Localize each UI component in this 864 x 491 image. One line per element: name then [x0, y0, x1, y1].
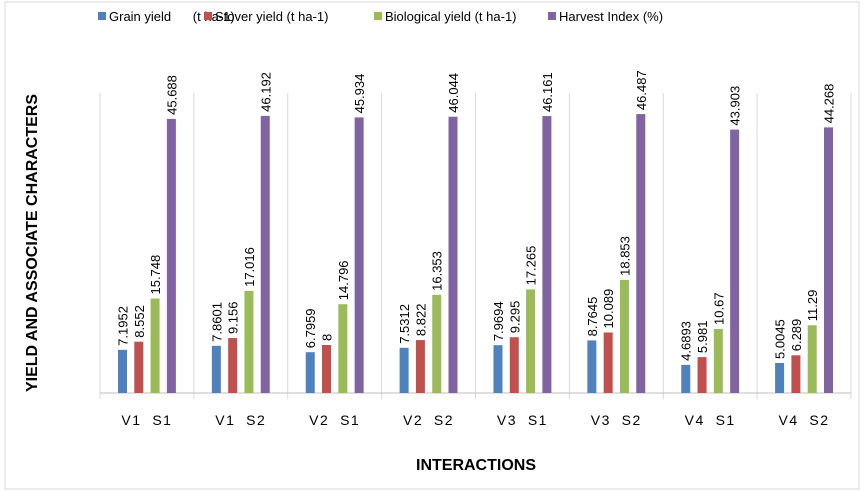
bar: [305, 352, 315, 393]
x-tick-label: V4 S2: [779, 412, 830, 428]
x-tick-label: V3 S1: [497, 412, 548, 428]
data-label: 46.192: [258, 72, 273, 112]
x-axis-title: INTERACTIONS: [416, 457, 536, 474]
x-tick-label: V2 S2: [403, 412, 454, 428]
data-label: 7.9694: [491, 301, 506, 341]
data-label: 10.67: [711, 292, 726, 325]
bar: [117, 349, 127, 393]
bar: [807, 325, 817, 393]
bar: [322, 345, 332, 393]
data-label: 46.044: [446, 73, 461, 113]
data-label: 17.016: [242, 247, 257, 287]
bar: [244, 290, 254, 393]
data-label: 9.295: [507, 301, 522, 334]
legend-swatch-1: [98, 12, 106, 20]
data-label: 9.156: [226, 302, 241, 335]
bar: [619, 279, 629, 393]
bar: [150, 298, 160, 393]
bar: [338, 304, 348, 393]
bar: [636, 114, 646, 393]
x-tick-labels: V1 S1 V1 S2 V2 S1 V2 S2 V3 S1 V3 S2 V4 S1 V4 S2: [121, 412, 830, 428]
bar: [399, 347, 409, 393]
legend-label-4: Harvest Index (%): [559, 9, 663, 24]
bar: [603, 332, 613, 393]
bar: [681, 364, 691, 393]
legend: Grain yield (t ha-1)Stover yield (t ha-1…: [98, 9, 663, 24]
data-label: 17.265: [524, 246, 539, 286]
bar: [134, 341, 144, 393]
legend-label-2: Stover yield (t ha-1): [215, 9, 328, 24]
data-label: 46.487: [634, 70, 649, 110]
data-label: 8.552: [132, 305, 147, 338]
legend-label-1: Grain yield (t ha-1): [109, 9, 235, 24]
x-tick-label: V3 S2: [591, 412, 642, 428]
data-label: 6.289: [789, 319, 804, 352]
bar: [228, 338, 238, 393]
bar: [775, 362, 785, 393]
bars: [117, 114, 834, 394]
legend-swatch-3: [374, 12, 382, 20]
bar: [354, 117, 364, 394]
data-label: 8: [320, 334, 335, 341]
bar: [697, 357, 707, 393]
data-label: 7.8601: [209, 302, 224, 342]
bar: [448, 116, 458, 394]
data-label: 16.353: [430, 251, 445, 291]
data-label: 45.688: [164, 75, 179, 115]
data-label: 11.29: [805, 290, 820, 322]
bar: [415, 340, 425, 393]
legend-swatch-4: [548, 12, 556, 20]
data-label: 15.748: [148, 255, 163, 295]
data-label: 5.0045: [773, 319, 788, 359]
bar: [713, 328, 723, 393]
bar: [526, 289, 536, 393]
data-label: 4.6893: [679, 321, 694, 361]
bar: [211, 345, 221, 393]
category-separators: [99, 93, 852, 399]
data-label: 8.822: [413, 304, 428, 337]
data-label: 6.7959: [303, 308, 318, 348]
data-label: 43.903: [728, 86, 743, 126]
data-label: 46.161: [540, 72, 555, 112]
chart-frame: [4, 1, 860, 490]
bar: [509, 337, 519, 393]
bar: [493, 345, 503, 393]
data-label: 45.934: [352, 74, 367, 114]
data-label: 18.853: [617, 236, 632, 276]
bar: [260, 115, 270, 393]
bar: [791, 355, 801, 393]
x-tick-label: V2 S1: [309, 412, 360, 428]
x-tick-label: V4 S1: [685, 412, 736, 428]
bar: [166, 118, 176, 394]
data-label: 7.5312: [397, 304, 412, 344]
data-label: 7.1952: [115, 306, 130, 346]
bar: [542, 116, 552, 393]
bar: [730, 129, 740, 393]
bar: [587, 340, 597, 393]
data-label: 8.7645: [585, 297, 600, 337]
data-label: 44.268: [822, 84, 837, 124]
data-label: 14.796: [336, 260, 351, 300]
y-axis-title: YIELD AND ASSOCIATE CHARACTERS: [24, 94, 41, 392]
data-label: 10.089: [601, 289, 616, 329]
data-label: 5.981: [695, 321, 710, 354]
bar: [824, 127, 834, 393]
legend-label-3: Biological yield (t ha-1): [385, 9, 517, 24]
x-tick-label: V1 S2: [215, 412, 266, 428]
legend-swatch-2: [204, 12, 212, 20]
bar: [432, 294, 442, 393]
x-tick-label: V1 S1: [121, 412, 172, 428]
